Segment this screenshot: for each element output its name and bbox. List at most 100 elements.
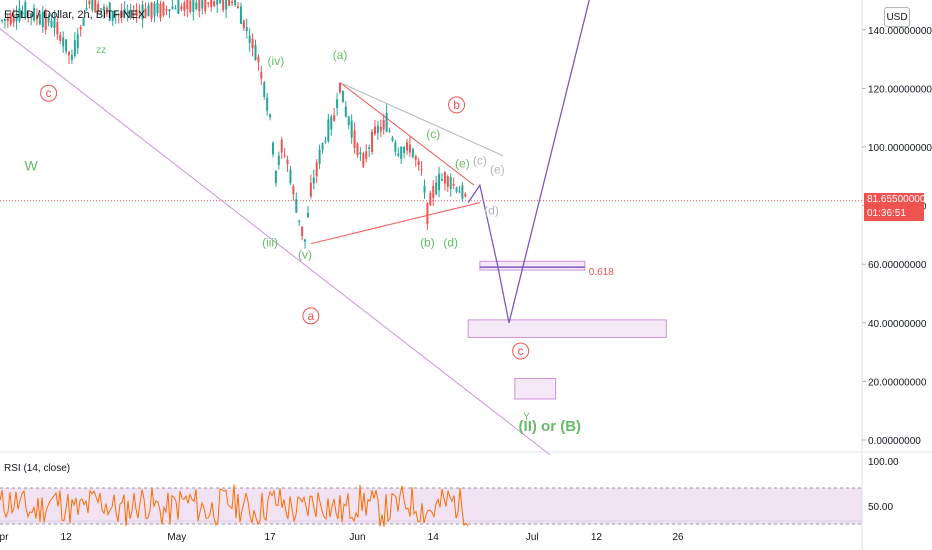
candle-body: [277, 155, 280, 165]
candle-body: [165, 8, 168, 11]
candle-body: [231, 1, 234, 4]
candle-body: [304, 239, 307, 242]
candle-body: [174, 8, 177, 10]
candle-body: [269, 114, 272, 118]
candlestick-series: [1, 0, 467, 249]
candle-body: [234, 0, 237, 6]
candle-body: [65, 39, 68, 52]
candle-body: [414, 156, 417, 160]
candle-body: [368, 147, 371, 149]
candle-body: [417, 160, 420, 166]
wave-label-circle: [302, 307, 320, 325]
candle-body: [341, 90, 344, 103]
candle-body: [260, 72, 263, 79]
candle-body: [180, 6, 183, 10]
candle-body: [365, 151, 368, 160]
candle-body: [9, 14, 12, 25]
wave-label: a: [308, 309, 315, 323]
candle-body: [263, 82, 266, 97]
wave-label-circle: [512, 342, 530, 360]
candle-body: [315, 162, 318, 177]
candle-body: [102, 6, 105, 11]
wave-label-circle: [448, 96, 466, 114]
candle-body: [242, 20, 245, 29]
candle-body: [207, 2, 210, 5]
candle-body: [156, 2, 159, 14]
candle-body: [41, 12, 44, 28]
candle-body: [216, 0, 219, 5]
target-zone: [479, 260, 586, 271]
candle-body: [321, 143, 324, 150]
candle-body: [248, 35, 251, 43]
candle-body: [228, 0, 231, 6]
candle-body: [85, 8, 88, 10]
candle-body: [117, 13, 120, 16]
candle-body: [274, 171, 277, 184]
currency-button[interactable]: USD: [884, 7, 910, 27]
candle-body: [446, 176, 449, 187]
wave-label: (b): [420, 236, 435, 250]
date-tick-label: 12: [61, 532, 73, 543]
candle-body: [391, 137, 394, 141]
last-price-value: 81.65500000: [867, 194, 926, 205]
candle-body: [237, 6, 240, 8]
candle-body: [70, 55, 73, 60]
candle-body: [59, 34, 62, 41]
price-tick-label: 120.00000000: [868, 84, 932, 95]
wave-label: c: [518, 344, 524, 358]
candle-body: [120, 11, 123, 17]
candle-body: [56, 22, 59, 35]
wave-label: (e): [490, 162, 505, 176]
price-tick-label: 40.00000000: [868, 319, 927, 330]
trend-line-triangle-upper: [339, 82, 475, 186]
candle-body: [388, 130, 391, 132]
candle-body: [47, 17, 50, 23]
candle-body: [443, 172, 446, 184]
trend-line-gray-upper: [339, 82, 504, 157]
wave-label: (d): [443, 236, 458, 250]
candle-body: [138, 11, 141, 13]
candle-body: [24, 2, 27, 19]
candle-body: [350, 120, 353, 138]
candle-body: [198, 0, 201, 12]
candle-body: [400, 146, 403, 159]
candle-body: [280, 140, 283, 153]
candle-body: [189, 0, 192, 12]
candle-body: [44, 12, 47, 30]
date-tick-label: 26: [672, 532, 684, 543]
candle-body: [356, 143, 359, 155]
candle-body: [385, 113, 388, 132]
candle-body: [6, 17, 9, 22]
rsi-tick-label: 100.00: [868, 457, 899, 468]
candle-body: [353, 130, 356, 148]
candle-body: [171, 6, 174, 9]
candle-body: [309, 182, 312, 197]
candle-body: [397, 153, 400, 156]
candle-body: [62, 37, 65, 47]
candle-body: [438, 173, 441, 191]
candle-body: [79, 26, 82, 30]
rsi-line: [0, 484, 469, 527]
candle-body: [100, 8, 103, 10]
candle-body: [111, 11, 114, 21]
candle-body: [192, 0, 195, 12]
candle-body: [330, 116, 333, 130]
candle-body: [251, 38, 254, 49]
candle-body: [225, 0, 228, 10]
wave-label: (c): [426, 127, 440, 141]
price-tick-label: 140.00000000: [868, 26, 932, 37]
candle-body: [382, 119, 385, 130]
candle-body: [3, 18, 6, 21]
candle-body: [339, 82, 341, 93]
price-tick-label: 60.00000000: [868, 260, 927, 271]
candle-body: [210, 0, 213, 7]
wave-label: (v): [298, 247, 312, 261]
wave-label: (II) or (B): [519, 418, 581, 435]
chart-title: EGLD / Dollar, 2h, BITFINEX: [4, 9, 146, 21]
trend-line-triangle-lower: [310, 202, 480, 245]
price-tick-label: 20.00000000: [868, 377, 927, 388]
candle-body: [429, 192, 432, 206]
date-tick-label: pr: [0, 532, 9, 543]
candle-body: [153, 3, 156, 16]
